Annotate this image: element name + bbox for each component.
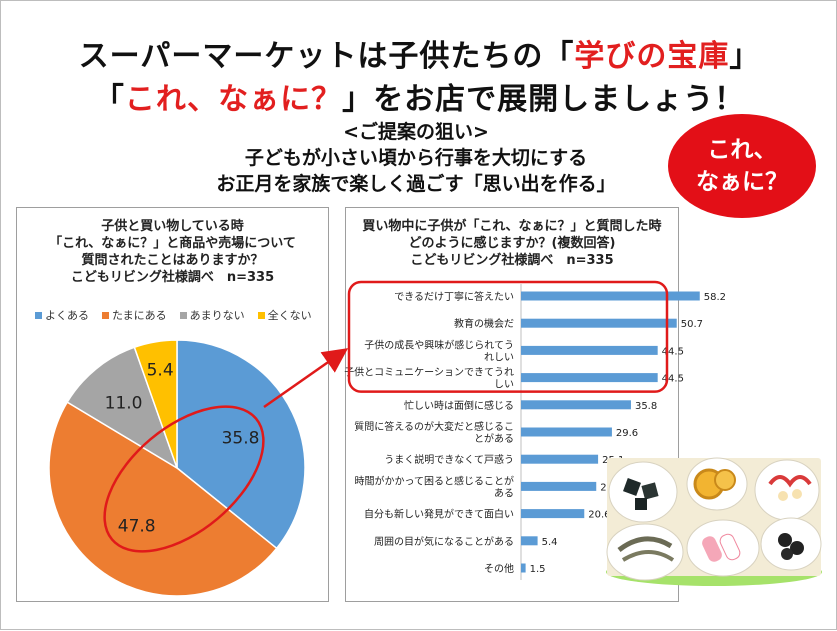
pie-value-label: 5.4 xyxy=(147,361,174,381)
legend-label: 全くない xyxy=(267,309,312,322)
bar xyxy=(521,454,599,464)
title-text-end: 」 xyxy=(729,39,761,74)
bar-category-label: 子供とコミュニケーションできてうれ xyxy=(344,366,514,379)
pie-slice xyxy=(133,339,178,469)
highlight-oval xyxy=(103,405,265,553)
bar xyxy=(521,427,612,437)
bar-value-label: 20.6 xyxy=(588,510,610,521)
bar xyxy=(521,373,658,383)
legend-label: たまにある xyxy=(112,309,167,322)
bar-category-label: れしい xyxy=(484,351,514,363)
bar-category-label: ある xyxy=(494,487,514,499)
pie-title-line3: 質問されたことはありますか？ xyxy=(81,253,264,268)
bar-value-label: 44.5 xyxy=(662,374,684,385)
legend-item: あまりない xyxy=(179,307,245,323)
pie-value-label: 47.8 xyxy=(118,517,156,537)
bar-value-label: 50.7 xyxy=(681,319,703,330)
bar-value-label: 58.2 xyxy=(704,292,726,303)
arrow-icon xyxy=(263,348,349,409)
bar-value-label: 5.4 xyxy=(542,537,558,548)
main-title-line1: スーパーマーケットは子供たちの「学びの宝庫」 xyxy=(1,31,837,75)
bar-category-label: 教育の機会だ xyxy=(454,317,514,330)
badge-line1: これ、 xyxy=(707,137,777,163)
proposal-block: <ご提案の狙い> 子どもが小さい頃から行事を大切にする お正月を家族で楽しく過ご… xyxy=(171,119,661,197)
bar xyxy=(521,291,700,301)
pie-slice xyxy=(66,346,179,470)
proposal-line1: 子どもが小さい頃から行事を大切にする xyxy=(244,147,588,169)
legend-swatch-blue xyxy=(35,311,42,319)
legend-label: あまりない xyxy=(189,309,245,322)
bar xyxy=(521,345,658,355)
pie-title-line2: 「これ、なぁに？」と商品や売場について xyxy=(49,236,296,251)
title-text: スーパーマーケットは子供たちの「 xyxy=(78,39,575,74)
bar-category-label: うまく説明できなくて戸惑う xyxy=(384,453,514,466)
bar-category-label: 質問に答えるのが大変だと感じるこ xyxy=(354,420,514,433)
bar xyxy=(521,563,526,573)
bar-category-label: しい xyxy=(494,379,514,391)
bar-title-source: こどもリビング社様調べ n=335 xyxy=(410,253,614,268)
bar-category-label: とがある xyxy=(474,432,514,445)
legend-item: よくある xyxy=(35,307,89,323)
bar-value-label: 29.6 xyxy=(616,428,638,439)
bar-category-label: 周囲の目が気になることがある xyxy=(374,535,514,548)
pie-value-label: 35.8 xyxy=(222,429,260,449)
title2-text: 「 xyxy=(93,82,125,117)
bar-value-label: 44.5 xyxy=(662,346,684,357)
title2-highlight: これ、なぁに？ xyxy=(124,82,343,117)
highlight-box xyxy=(347,280,669,393)
bar xyxy=(521,481,597,491)
pie-title-line1: 子供と買い物している時 xyxy=(101,219,244,234)
bar xyxy=(521,400,631,410)
bar-category-label: できるだけ丁寧に答えたい xyxy=(394,290,514,303)
bar-value-label: 1.5 xyxy=(530,564,546,575)
bar xyxy=(521,536,538,546)
bar-category-label: 自分も新しい発見ができて面白い xyxy=(364,508,514,521)
legend-swatch-gray xyxy=(179,311,187,319)
proposal-heading: <ご提案の狙い> xyxy=(343,121,489,143)
new-year-food-illustration xyxy=(606,457,822,586)
bar-title-line2: どのように感じますか？(複数回答) xyxy=(408,236,616,251)
pie-legend: よくある たまにある あまりない 全くない xyxy=(35,307,312,323)
bar-title: 買い物中に子供が「これ、なぁに？」と質問した時 どのように感じますか？(複数回答… xyxy=(346,218,678,269)
bar-category-label: 子供の成長や興味が感じられてう xyxy=(364,338,514,351)
bar-value-label: 35.8 xyxy=(635,401,657,412)
title2-text-end: 」をお店で展開しましょう！ xyxy=(342,82,746,117)
pie-title: 子供と買い物している時 「これ、なぁに？」と商品や売場について 質問されたことは… xyxy=(17,218,328,286)
legend-swatch-orange xyxy=(102,311,109,319)
bar-category-label: 忙しい時は面倒に感じる xyxy=(404,399,514,412)
pie-value-label: 11.0 xyxy=(105,394,143,414)
bar xyxy=(521,509,585,519)
badge-line2: なぁに？ xyxy=(696,169,788,195)
title-highlight: 学びの宝庫 xyxy=(574,39,730,74)
proposal-line2: お正月を家族で楽しく過ごす「思い出を作る」 xyxy=(216,173,616,195)
legend-swatch-yellow xyxy=(257,311,265,319)
bar-category-label: 時間がかかって困ると感じることが xyxy=(355,474,515,487)
bar-category-label: その他 xyxy=(484,562,514,575)
pie-title-source: こどもリビング社様調べ n=335 xyxy=(70,270,275,285)
red-circle-badge: これ、 なぁに？ xyxy=(668,114,816,218)
legend-label: よくある xyxy=(45,309,89,322)
bar-title-line1: 買い物中に子供が「これ、なぁに？」と質問した時 xyxy=(362,219,662,234)
pie-slice xyxy=(48,401,278,597)
legend-item: 全くない xyxy=(257,307,312,323)
pie-slice xyxy=(176,339,306,550)
legend-item: たまにある xyxy=(102,307,167,323)
main-title-line2: 「これ、なぁに？」をお店で展開しましょう！ xyxy=(1,74,837,118)
bar xyxy=(521,318,677,328)
